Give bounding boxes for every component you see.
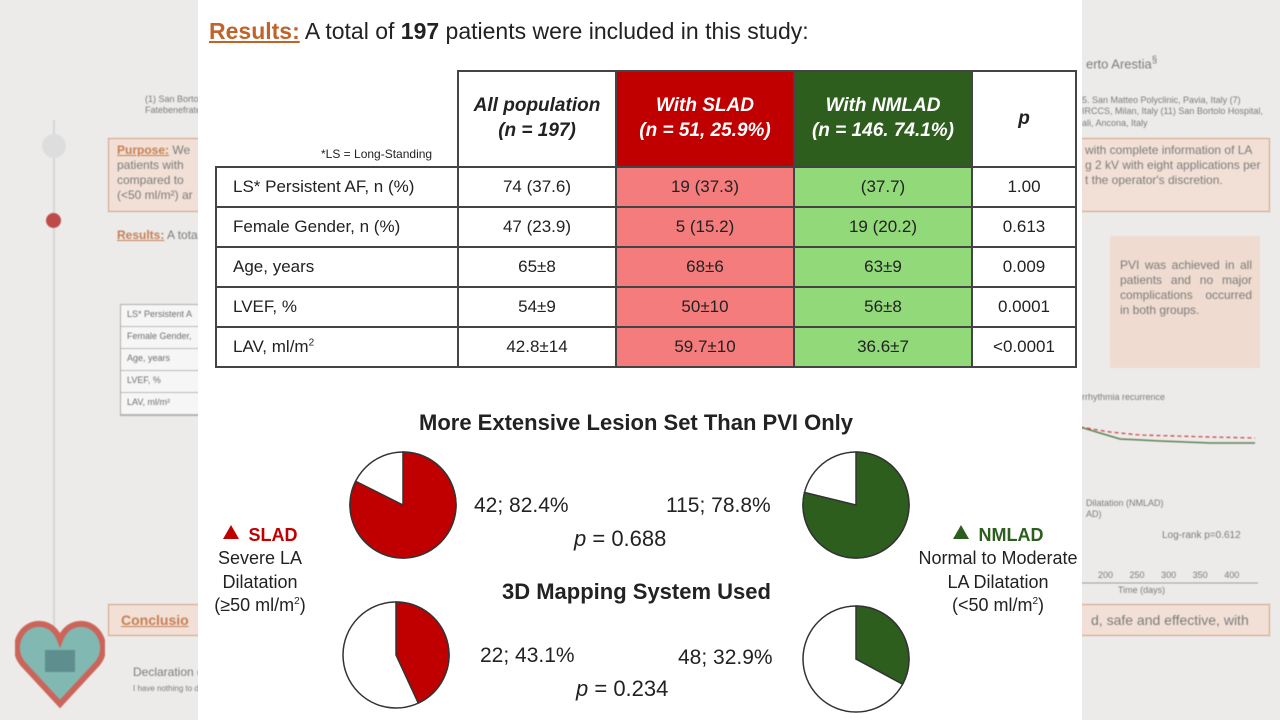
km-title: rrhythmia recurrence	[1082, 392, 1166, 402]
logrank: Log-rank p=0.612	[1162, 530, 1241, 541]
pie-slad-mapping	[342, 601, 450, 709]
table-row: Female Gender, n (%) 47 (23.9) 5 (15.2) …	[215, 206, 1077, 248]
timeline-dot-red	[46, 213, 61, 228]
conclusion-box-right: d, safe and effective, with	[1080, 604, 1270, 636]
author-name: erto Arestia§	[1086, 55, 1158, 72]
section1-nmlad-stat: 115; 78.8%	[666, 494, 771, 517]
results-slide: Results: A total of 197 patients were in…	[198, 0, 1082, 720]
km-xlabel: Time (days)	[1118, 585, 1166, 595]
section2-slad-stat: 22; 43.1%	[480, 644, 575, 667]
results-table: *LS = Long-Standing All population (n = 1…	[215, 70, 1077, 368]
pie-slad-lesion	[349, 451, 457, 559]
pie-slice-value	[349, 451, 457, 559]
km-legend: Dilatation (NMLAD) AD)	[1086, 498, 1164, 520]
km-ticks: 200 250 300 350 400	[1098, 570, 1240, 580]
table-row: LAV, ml/m2 42.8±14 59.7±10 36.6±7 <0.000…	[215, 326, 1077, 368]
timeline-dot-gray	[42, 134, 66, 158]
table-row: LVEF, % 54±9 50±10 56±8 0.0001	[215, 286, 1077, 328]
section2-title: 3D Mapping System Used	[502, 579, 771, 604]
table-row: LS* Persistent AF, n (%) 74 (37.6) 19 (3…	[215, 166, 1077, 208]
section1-p-value: p = 0.688	[574, 526, 667, 551]
pie-slice-value	[802, 451, 910, 559]
pvi-box: PVI was achieved in all patients and no …	[1110, 236, 1260, 368]
pie-slice-value	[855, 605, 910, 686]
section2-nmlad-stat: 48; 32.9%	[678, 646, 773, 669]
heart-logo-icon	[15, 620, 105, 709]
patient-count: 197	[400, 18, 440, 44]
affiliation-left: (1) San Borto Fatebenefratelli Isc	[145, 94, 222, 116]
results-label: Results:	[209, 18, 300, 44]
triangle-up-icon	[952, 525, 969, 539]
legend-nmlad: NMLAD Normal to Moderate LA Dilatation (…	[918, 525, 1078, 616]
table-row: Age, years 65±8 68±6 63±9 0.009	[215, 246, 1077, 288]
section2-p-value: p = 0.234	[576, 676, 669, 701]
pie-nmlad-mapping	[802, 605, 910, 713]
section1-slad-stat: 42; 82.4%	[474, 494, 569, 517]
pie-slice-value	[395, 601, 450, 705]
legend-slad: SLAD Severe LA Dilatation (≥50 ml/m2)	[214, 525, 306, 616]
col-all-population: All population (n = 197)	[457, 70, 617, 168]
triangle-up-icon	[222, 525, 239, 539]
table-corner: *LS = Long-Standing	[216, 71, 459, 168]
km-curve	[1080, 426, 1258, 584]
timeline-line	[53, 120, 55, 680]
section1-title: More Extensive Lesion Set Than PVI Only	[419, 410, 854, 435]
table-header-row: *LS = Long-Standing All population (n = 1…	[216, 70, 1077, 168]
purpose-box-right: with complete information of LA g 2 kV wi…	[1080, 138, 1270, 212]
col-p: p	[971, 70, 1077, 168]
col-nmlad: With NMLAD (n = 146. 74.1%)	[793, 70, 973, 168]
table-footnote: *LS = Long-Standing	[321, 147, 433, 162]
affiliation-right: 5. San Matteo Polyclinic, Pavia, Italy (…	[1082, 95, 1263, 128]
pie-nmlad-lesion	[802, 451, 910, 559]
results-label-bg: Results: A tota	[117, 228, 198, 242]
col-slad: With SLAD (n = 51, 25.9%)	[615, 70, 795, 168]
purpose-box-left: Purpose: We patients with compared to (<50 …	[108, 138, 202, 212]
results-heading: Results: A total of 197 patients were in…	[209, 18, 809, 44]
mini-table: LS* Persistent A Female Gender, Age, yea…	[120, 304, 200, 416]
conclusion-box-left: Conclusio	[108, 604, 200, 636]
